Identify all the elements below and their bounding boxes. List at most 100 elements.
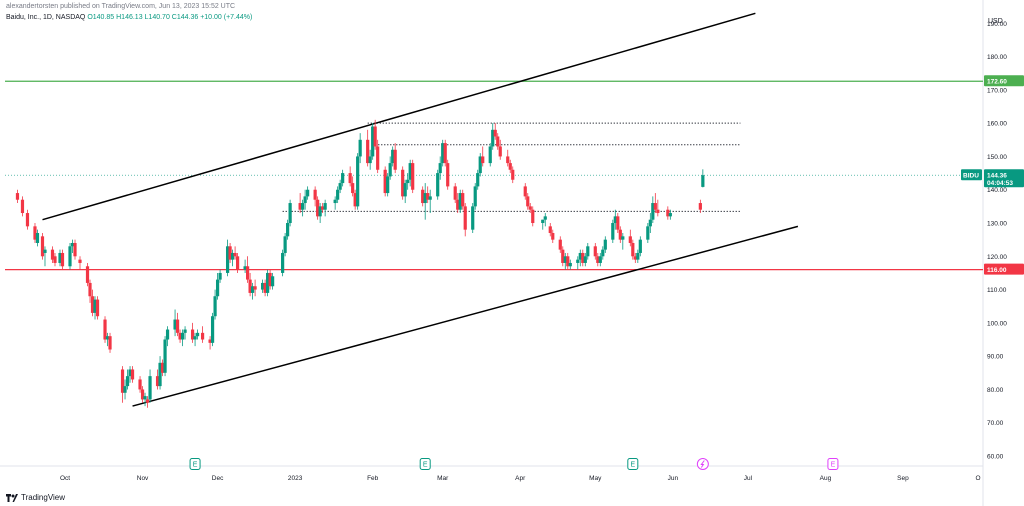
- candle: [158, 356, 162, 390]
- candle: [286, 219, 290, 240]
- candle-body: [471, 206, 475, 230]
- trend-line: [42, 12, 756, 221]
- candle: [598, 252, 602, 267]
- candle-body: [68, 246, 72, 267]
- price-tick-label: 70.00: [987, 420, 1004, 427]
- time-axis[interactable]: Oct Nov Dec 2023 Feb Mar Apr May Jun Jul Aug Sep O: [60, 475, 981, 482]
- candle: [140, 386, 145, 403]
- candle: [376, 139, 380, 174]
- candle-body: [636, 252, 640, 260]
- candle: [165, 326, 170, 347]
- candle: [491, 123, 495, 150]
- candle: [506, 149, 510, 167]
- candle: [145, 396, 150, 408]
- candle-body: [251, 286, 255, 293]
- candle: [551, 229, 555, 243]
- candle-body: [341, 173, 345, 184]
- candle: [596, 252, 600, 267]
- candle: [368, 149, 372, 170]
- event-marker: E: [827, 458, 839, 470]
- earnings-icon: [419, 458, 431, 470]
- candle: [438, 156, 442, 180]
- candle-body: [656, 209, 660, 214]
- earnings-icon: [189, 458, 201, 470]
- candle-body: [648, 219, 652, 227]
- candle-body: [193, 336, 197, 340]
- candle: [653, 193, 657, 214]
- candle: [631, 239, 635, 260]
- candle-body: [653, 203, 657, 210]
- candle-body: [253, 286, 257, 290]
- time-tick-label: Nov: [137, 475, 149, 482]
- price-axis[interactable]: 60.00 70.00 80.00 90.00 100.00 110.00 120.00 13…: [987, 21, 1007, 461]
- trend-line: [132, 225, 799, 407]
- candle-body: [15, 193, 20, 200]
- candle: [443, 139, 447, 167]
- time-tick-label: May: [589, 475, 602, 482]
- candle-body: [633, 256, 637, 260]
- candle-body: [178, 332, 182, 340]
- candle: [123, 379, 127, 400]
- candle: [338, 179, 342, 194]
- candle-body: [526, 196, 530, 207]
- candle-body: [456, 199, 460, 210]
- candle: [358, 133, 362, 164]
- candle-body: [140, 389, 145, 400]
- candle-body: [561, 249, 565, 263]
- publisher-line: alexandertorsten published on TradingVie…: [6, 3, 236, 10]
- candle-body: [443, 143, 447, 164]
- candle-body: [383, 169, 387, 194]
- time-tick-label: O: [975, 475, 980, 482]
- candle-body: [261, 282, 265, 290]
- candle: [78, 256, 82, 270]
- candle-body: [175, 319, 180, 333]
- candle: [493, 123, 497, 140]
- tradingview-logo[interactable]: TradingView: [6, 493, 65, 502]
- candle: [638, 236, 642, 257]
- time-tick-label: Jun: [668, 475, 679, 482]
- candle: [246, 256, 250, 283]
- candle: [576, 256, 580, 270]
- candle: [698, 199, 702, 214]
- candle-body: [401, 169, 405, 197]
- candle-body: [123, 386, 127, 393]
- price-tick-label: 140.00: [987, 187, 1007, 194]
- candle-body: [143, 396, 147, 400]
- candle: [251, 282, 255, 300]
- candle: [235, 252, 240, 273]
- candle: [446, 159, 450, 190]
- candle-body: [458, 193, 462, 210]
- candle-body: [313, 189, 317, 200]
- candle-body: [366, 139, 370, 164]
- candle-body: [321, 206, 325, 210]
- candle-body: [548, 226, 552, 233]
- candle: [456, 193, 460, 214]
- candle-body: [611, 223, 615, 240]
- candle-body: [303, 196, 307, 204]
- time-tick-label: Aug: [820, 475, 832, 482]
- candle-body: [338, 183, 342, 190]
- candle: [210, 312, 215, 347]
- candle-body: [78, 259, 82, 263]
- candle-body: [428, 196, 432, 200]
- dotted-levels: [282, 122, 741, 212]
- candle: [406, 173, 410, 190]
- candle: [15, 189, 20, 204]
- symbol-info: Baidu, Inc., 1D, NASDAQ O140.85 H146.13 …: [6, 14, 252, 21]
- candle: [593, 242, 597, 260]
- candle-body: [358, 139, 362, 157]
- candle-body: [368, 156, 372, 164]
- candle-body: [616, 216, 620, 230]
- candle-body: [476, 173, 480, 187]
- candle-body: [248, 279, 252, 293]
- candle-body: [348, 173, 352, 184]
- candle-body: [646, 226, 650, 240]
- candle: [25, 209, 30, 230]
- candle: [511, 166, 515, 184]
- candle-body: [70, 242, 75, 247]
- candle: [321, 203, 325, 214]
- candle: [183, 326, 187, 340]
- candle: [160, 359, 165, 377]
- candle: [225, 239, 230, 277]
